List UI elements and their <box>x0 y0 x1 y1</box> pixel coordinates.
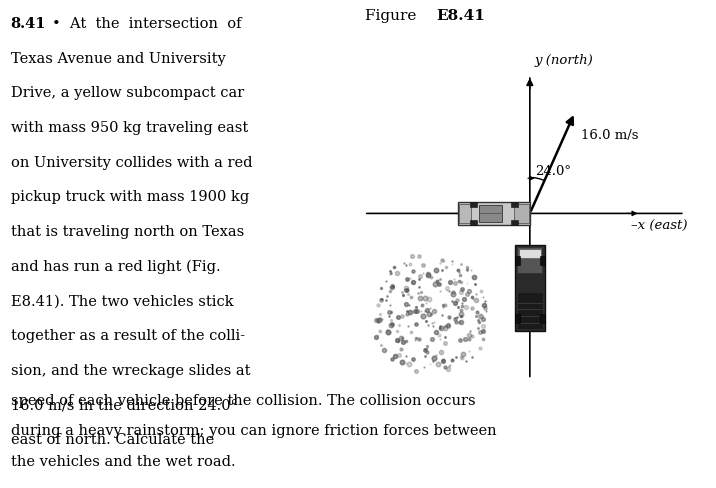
Text: Drive, a yellow subcompact car: Drive, a yellow subcompact car <box>11 86 244 101</box>
Text: E8.41: E8.41 <box>437 9 485 23</box>
Text: 16.0 m/s: 16.0 m/s <box>581 129 639 142</box>
Text: 8.41: 8.41 <box>11 17 47 31</box>
Polygon shape <box>514 204 528 223</box>
Text: E8.41). The two vehicles stick: E8.41). The two vehicles stick <box>11 294 233 308</box>
Text: Texas Avenue and University: Texas Avenue and University <box>11 52 226 66</box>
Text: 16.0 m/s in the direction 24.0°: 16.0 m/s in the direction 24.0° <box>11 398 238 412</box>
Text: east of north. Calculate the: east of north. Calculate the <box>11 433 214 447</box>
Text: during a heavy rainstorm; you can ignore friction forces between: during a heavy rainstorm; you can ignore… <box>11 425 496 438</box>
Text: –x (east): –x (east) <box>631 220 687 233</box>
Polygon shape <box>540 314 545 323</box>
Polygon shape <box>458 202 530 225</box>
Polygon shape <box>479 205 502 222</box>
Text: on University collides with a red: on University collides with a red <box>11 156 252 170</box>
Polygon shape <box>518 247 542 273</box>
Text: and has run a red light (Fig.: and has run a red light (Fig. <box>11 260 221 274</box>
Text: y (north): y (north) <box>534 54 593 67</box>
Polygon shape <box>470 202 477 207</box>
Polygon shape <box>515 256 520 264</box>
Text: •  At  the  intersection  of: • At the intersection of <box>52 17 241 31</box>
Text: Figure: Figure <box>365 9 422 23</box>
Polygon shape <box>511 202 518 207</box>
Text: that is traveling north on Texas: that is traveling north on Texas <box>11 225 244 239</box>
Polygon shape <box>470 220 477 225</box>
Text: sion, and the wreckage slides at: sion, and the wreckage slides at <box>11 364 250 378</box>
Text: the vehicles and the wet road.: the vehicles and the wet road. <box>11 455 236 469</box>
Polygon shape <box>517 292 543 329</box>
Text: 24.0°: 24.0° <box>536 165 571 179</box>
Text: speed of each vehicle before the collision. The collision occurs: speed of each vehicle before the collisi… <box>11 394 475 407</box>
Polygon shape <box>515 314 520 323</box>
Text: with mass 950 kg traveling east: with mass 950 kg traveling east <box>11 121 248 135</box>
Polygon shape <box>515 245 545 331</box>
Text: pickup truck with mass 1900 kg: pickup truck with mass 1900 kg <box>11 190 249 204</box>
Polygon shape <box>459 204 471 223</box>
Polygon shape <box>540 256 545 264</box>
Polygon shape <box>519 248 541 258</box>
Polygon shape <box>511 220 518 225</box>
Text: together as a result of the colli-: together as a result of the colli- <box>11 329 245 343</box>
